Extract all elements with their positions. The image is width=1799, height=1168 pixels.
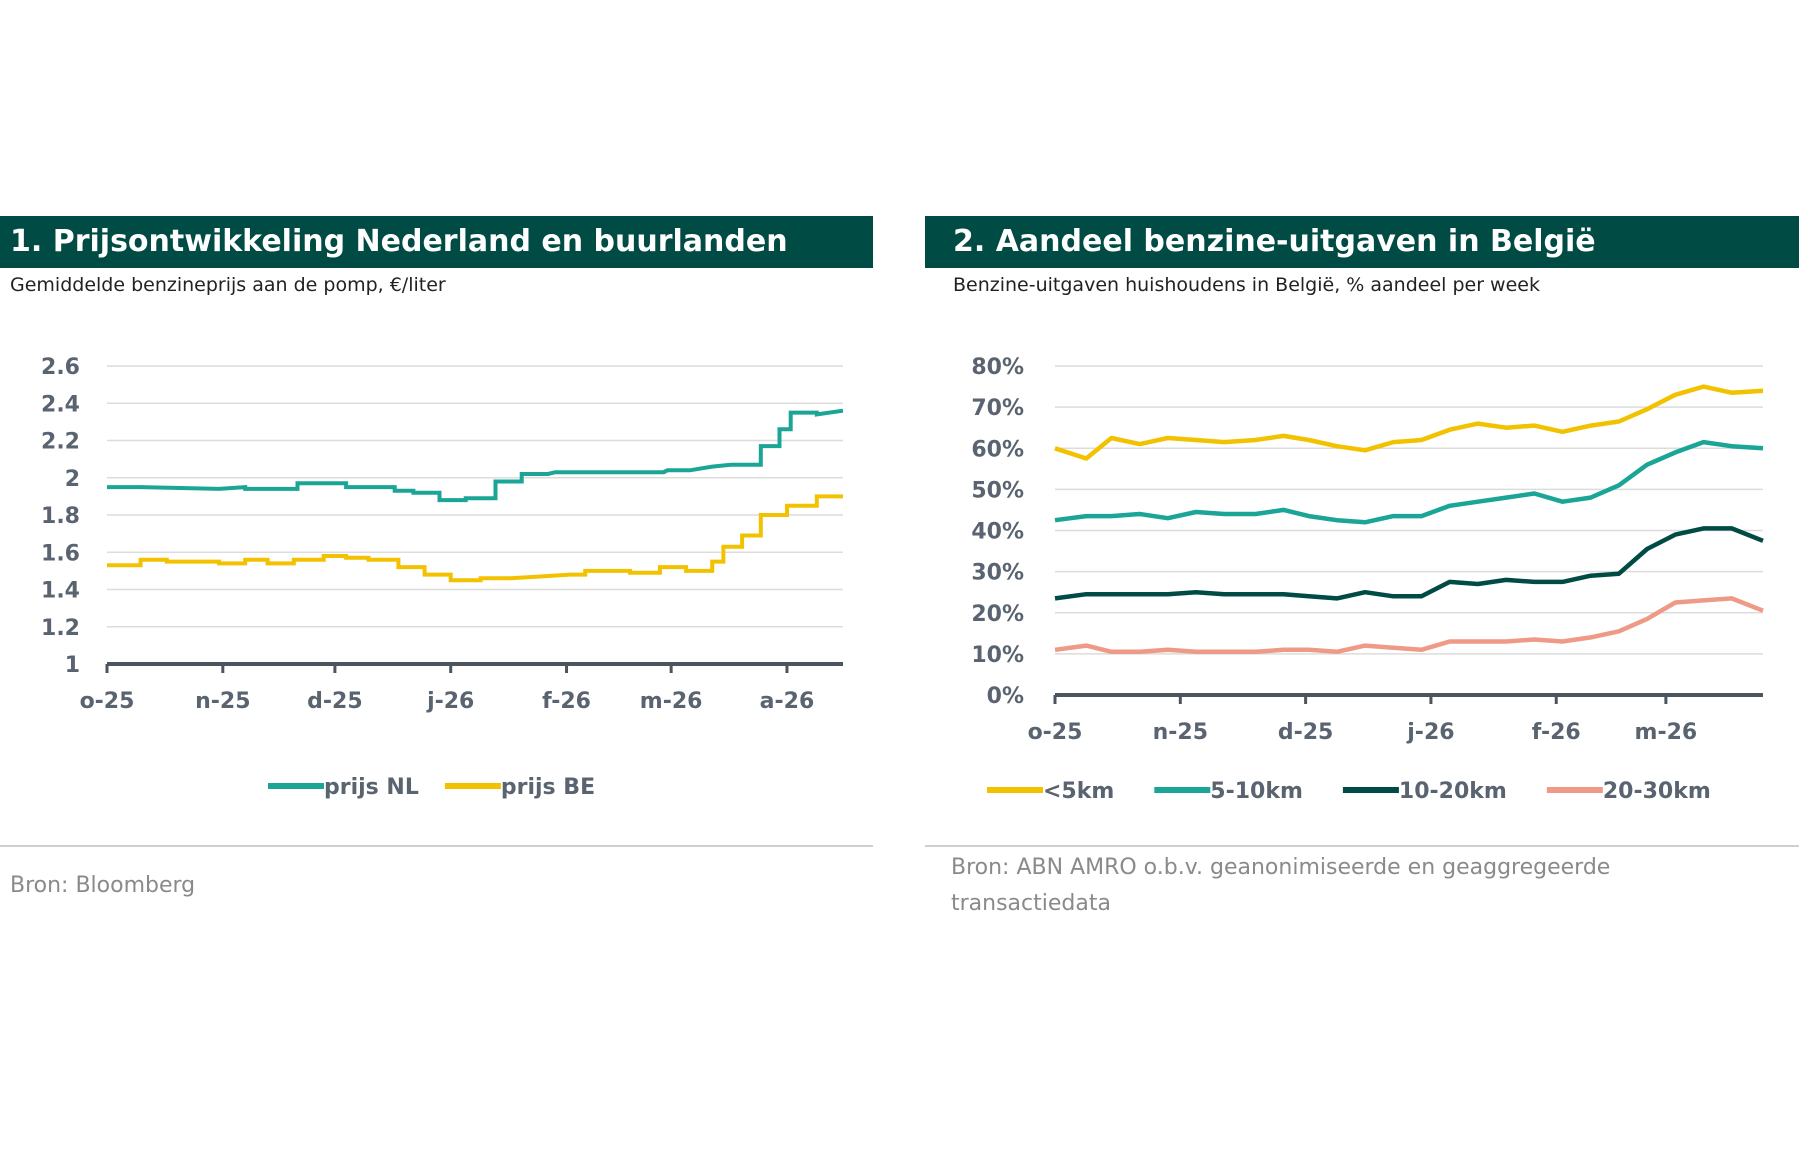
y-tick-label: 1.8 xyxy=(41,504,80,529)
chart-title: 2. Aandeel benzine-uitgaven in België xyxy=(925,216,1799,268)
divider-rule xyxy=(925,845,1799,847)
chart-panel-prijsontwikkeling: 1. Prijsontwikkeling Nederland en buurla… xyxy=(0,216,873,800)
y-tick-label: 70% xyxy=(971,396,1024,421)
x-tick-label: a-26 xyxy=(760,689,815,714)
series-line xyxy=(107,408,844,503)
y-tick-label: 50% xyxy=(971,478,1024,503)
y-tick-label: 20% xyxy=(971,602,1024,627)
x-tick-label: o-25 xyxy=(1028,720,1083,745)
x-tick-label: m-26 xyxy=(1635,720,1698,745)
line-chart-aandeel-benzine-uitgaven: 0% 10% 20% 30% 40% 50% 60% 70% 80% o-25 n-25 d-25 j-… xyxy=(971,355,1764,804)
y-tick-label: 1 xyxy=(65,653,80,678)
legend-label: 10-20km xyxy=(1399,779,1507,804)
y-tick-label: 10% xyxy=(971,643,1024,668)
divider-rule xyxy=(0,845,873,847)
y-tick-label: 0% xyxy=(987,684,1024,709)
chart-panel-aandeel-uitgaven: 2. Aandeel benzine-uitgaven in België Be… xyxy=(925,216,1799,804)
source-note: Bron: ABN AMRO o.b.v. geanonimiseerde en… xyxy=(951,855,1611,916)
chart-subtitle: Gemiddelde benzineprijs aan de pomp, €/l… xyxy=(10,274,446,296)
x-tick-label: d-25 xyxy=(307,689,363,714)
y-tick-label: 80% xyxy=(971,355,1024,380)
x-tick-label: d-25 xyxy=(1278,720,1334,745)
y-tick-label: 2.6 xyxy=(41,355,80,380)
y-tick-label: 1.2 xyxy=(41,616,80,641)
y-tick-label: 60% xyxy=(971,437,1024,462)
line-chart-benzineprijs: 1 1.2 1.4 1.6 1.8 2 2.2 2.4 2.6 o-25 n-25 d-25 j-26 f… xyxy=(41,355,844,800)
y-tick-label: 40% xyxy=(971,520,1024,545)
x-tick-label: f-26 xyxy=(1532,720,1581,745)
series-line xyxy=(1054,439,1764,525)
x-tick-label: n-25 xyxy=(1153,720,1208,745)
y-tick-label: 2 xyxy=(65,467,80,492)
legend-label: prijs NL xyxy=(324,775,419,800)
series-line xyxy=(1054,526,1764,601)
chart-title: 1. Prijsontwikkeling Nederland en buurla… xyxy=(0,216,873,268)
series-line xyxy=(107,494,843,583)
x-tick-label: m-26 xyxy=(640,689,703,714)
x-tick-label: j-26 xyxy=(426,689,474,714)
series-line xyxy=(1054,384,1764,461)
x-tick-label: f-26 xyxy=(542,689,591,714)
chart-subtitle: Benzine-uitgaven huishoudens in België, … xyxy=(953,274,1540,296)
y-tick-label: 2.2 xyxy=(41,430,80,455)
y-tick-label: 2.4 xyxy=(41,392,80,417)
legend-label: prijs BE xyxy=(501,775,595,800)
x-tick-label: j-26 xyxy=(1406,720,1454,745)
legend-label: <5km xyxy=(1043,779,1114,804)
y-tick-label: 1.6 xyxy=(41,541,80,566)
y-tick-label: 1.4 xyxy=(41,579,80,604)
x-tick-label: n-25 xyxy=(195,689,250,714)
series-line xyxy=(1054,596,1764,655)
y-tick-label: 30% xyxy=(971,561,1024,586)
x-tick-label: o-25 xyxy=(80,689,135,714)
legend-label: 20-30km xyxy=(1603,779,1711,804)
source-note: Bron: Bloomberg xyxy=(10,873,196,898)
legend-label: 5-10km xyxy=(1210,779,1303,804)
